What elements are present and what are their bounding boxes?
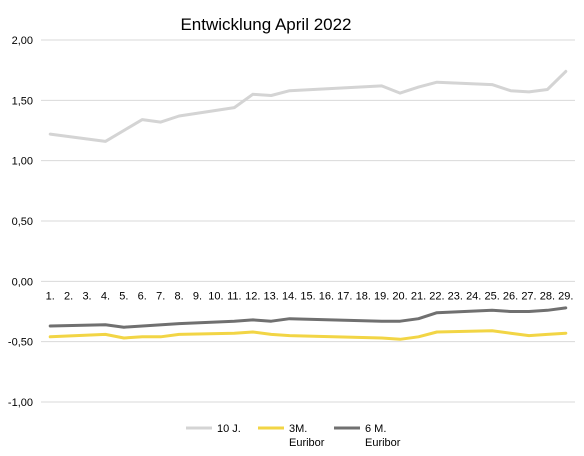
- x-tick-label: 29.: [558, 290, 573, 302]
- series-lines: [48, 69, 568, 341]
- x-tick-label: 17.: [337, 290, 352, 302]
- y-tick-label: 1,50: [12, 95, 33, 107]
- x-tick-label: 14.: [282, 290, 297, 302]
- x-tick-label: 16.: [319, 290, 334, 302]
- x-tick-label: 15.: [300, 290, 315, 302]
- y-tick-label: -0,50: [8, 337, 33, 349]
- chart-title: Entwicklung April 2022: [180, 15, 351, 34]
- x-tick-label: 8.: [175, 290, 184, 302]
- x-tick-label: 9.: [193, 290, 202, 302]
- legend-label: 6 M.: [365, 423, 386, 435]
- x-tick-label: 6.: [138, 290, 147, 302]
- y-axis-tick-labels: 2,00 1,50 1,00 0,50 0,00 -0,50 -1,00: [8, 35, 33, 409]
- x-tick-label: 19.: [374, 290, 389, 302]
- x-tick-label: 28.: [540, 290, 555, 302]
- legend-label-line2: Euribor: [289, 437, 325, 449]
- y-tick-label: 2,00: [12, 35, 33, 47]
- x-tick-label: 12.: [245, 290, 260, 302]
- x-tick-label: 22.: [429, 290, 444, 302]
- y-tick-label: -1,00: [8, 397, 33, 409]
- x-tick-label: 21.: [411, 290, 426, 302]
- x-tick-label: 2.: [64, 290, 73, 302]
- series-line-1: [48, 69, 568, 143]
- x-tick-label: 3.: [82, 290, 91, 302]
- gridlines: [41, 39, 575, 403]
- legend-label: 10 J.: [217, 423, 241, 435]
- x-tick-label: 25.: [484, 290, 499, 302]
- y-tick-label: 0,50: [12, 216, 33, 228]
- x-tick-label: 7.: [156, 290, 165, 302]
- legend-label-line2: Euribor: [365, 437, 401, 449]
- x-tick-label: 1.: [46, 290, 55, 302]
- series-line-3: [48, 306, 568, 329]
- legend: 10 J. 3M. Euribor 6 M. Euribor: [186, 423, 401, 449]
- x-tick-label: 11.: [227, 290, 241, 302]
- y-tick-label: 0,00: [12, 276, 33, 288]
- series-line-2: [48, 329, 568, 341]
- x-axis-tick-labels: 1. 2. 3. 4. 5. 6. 7. 8. 9. 10. 11. 12. 13. 14. 15. 16. 1…: [46, 290, 574, 302]
- x-tick-label: 18.: [356, 290, 371, 302]
- legend-label: 3M.: [289, 423, 307, 435]
- x-tick-label: 10.: [208, 290, 223, 302]
- y-tick-label: 1,00: [12, 156, 33, 168]
- x-tick-label: 27.: [521, 290, 536, 302]
- x-tick-label: 4.: [101, 290, 110, 302]
- x-tick-label: 23.: [448, 290, 463, 302]
- x-tick-label: 20.: [392, 290, 407, 302]
- x-tick-label: 24.: [466, 290, 481, 302]
- x-tick-label: 13.: [264, 290, 279, 302]
- x-tick-label: 5.: [119, 290, 128, 302]
- x-tick-label: 26.: [503, 290, 518, 302]
